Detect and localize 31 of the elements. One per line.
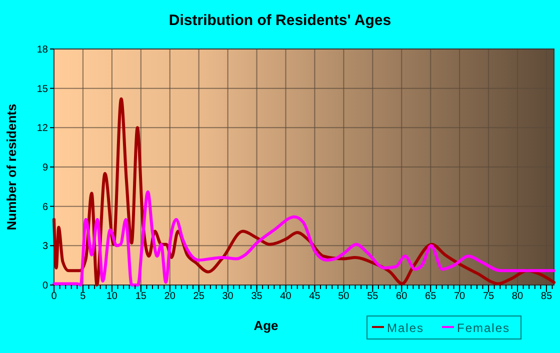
legend-label: Males: [387, 321, 424, 335]
legend-label: Females: [457, 321, 510, 335]
x-tick-label: 65: [425, 291, 437, 302]
x-tick-label: 75: [482, 291, 495, 302]
x-tick-label: 15: [135, 291, 147, 302]
y-tick-label: 3: [42, 241, 48, 252]
y-tick-label: 18: [36, 44, 48, 56]
x-tick-label: 40: [280, 291, 292, 302]
y-axis-title: Number of residents: [4, 104, 19, 230]
line-series: [52, 190, 556, 286]
x-tick-label: 55: [367, 291, 379, 302]
y-tick-label: 9: [42, 162, 48, 174]
x-tick-label: 45: [309, 291, 321, 302]
x-tick-label: 20: [164, 291, 176, 302]
y-tick-label: 0: [42, 280, 48, 292]
y-tick-label: 6: [42, 202, 48, 213]
x-tick-label: 85: [540, 291, 552, 302]
x-tick-label: 50: [338, 291, 350, 302]
x-tick-label: 80: [512, 291, 524, 302]
x-tick-label: 5: [80, 291, 86, 302]
x-tick-label: 30: [222, 291, 234, 302]
x-axis-title: Age: [254, 318, 278, 333]
x-tick-label: 10: [106, 291, 118, 302]
x-tick-label: 60: [396, 291, 408, 302]
x-tick-label: 25: [193, 291, 205, 302]
x-tick-label: 70: [454, 291, 466, 302]
y-tick-label: 12: [36, 123, 48, 134]
chart-title: Distribution of Residents' Ages: [168, 12, 392, 29]
y-tick-label: 15: [36, 84, 48, 95]
x-tick-label: 0: [51, 291, 58, 302]
x-tick-label: 35: [251, 291, 263, 302]
